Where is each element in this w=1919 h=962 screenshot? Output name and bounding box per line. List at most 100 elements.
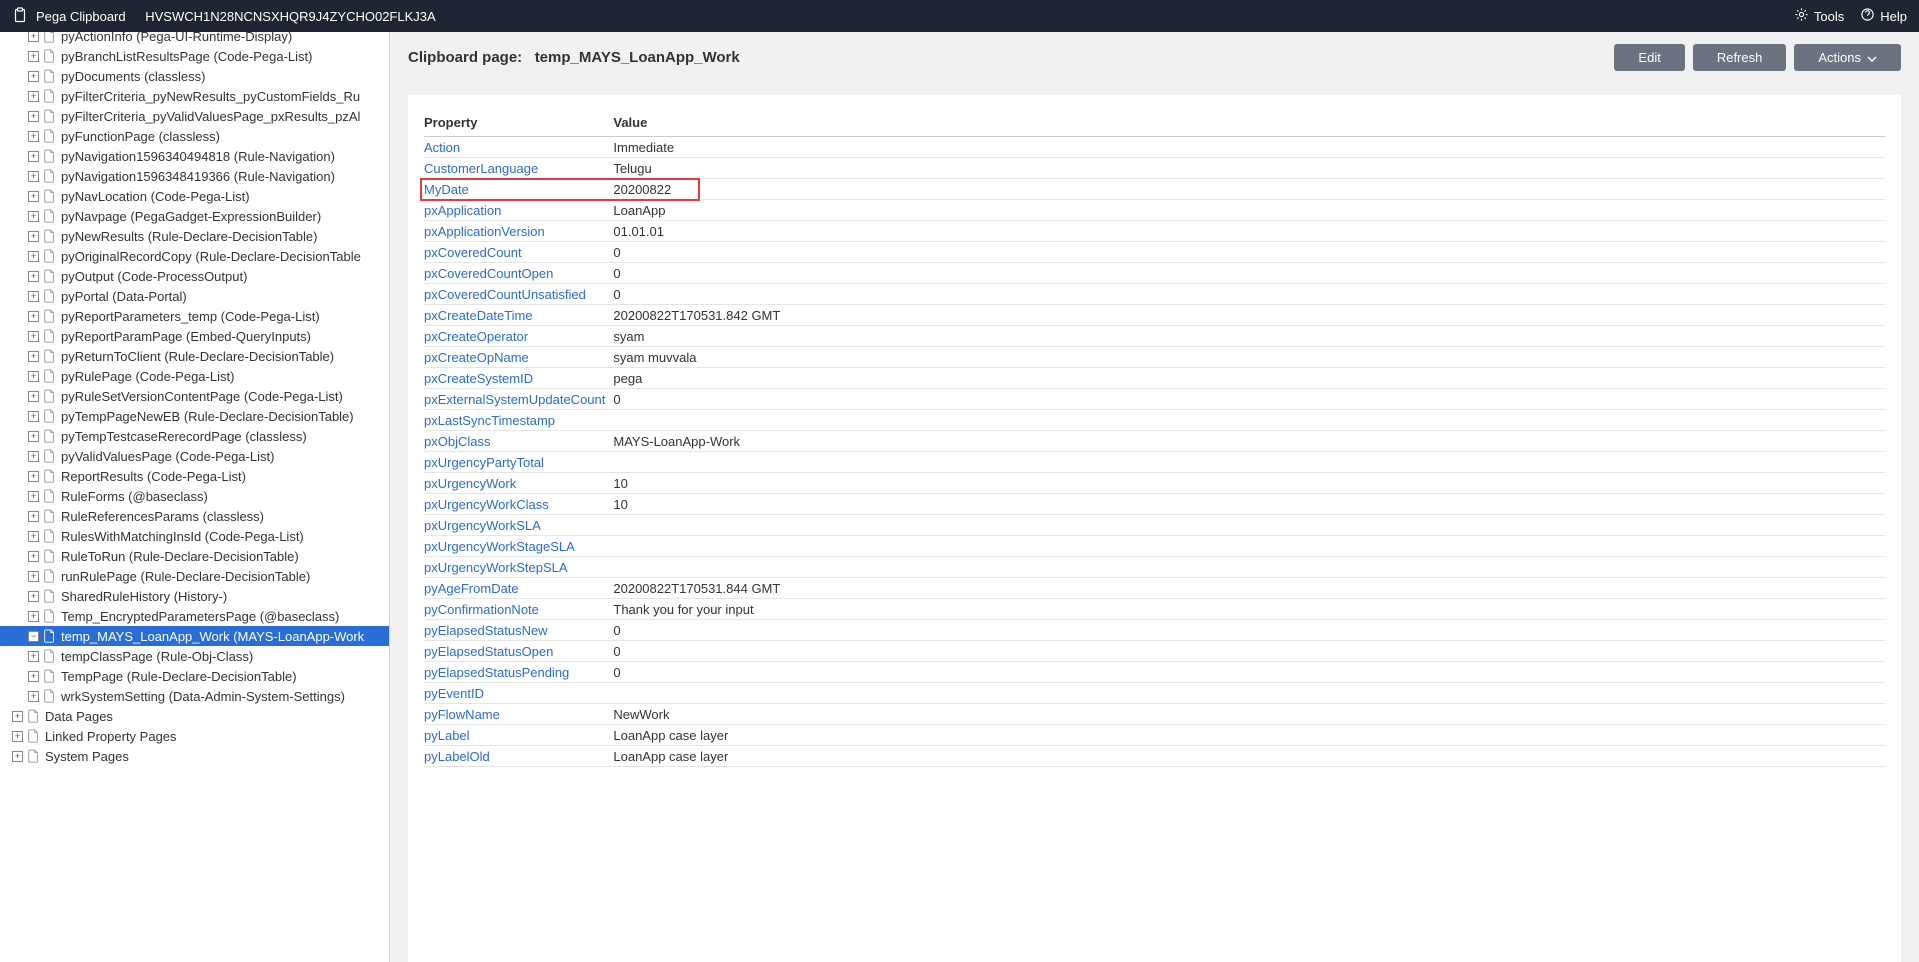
expand-icon[interactable]: +: [28, 691, 39, 702]
property-link[interactable]: pxUrgencyWorkClass: [424, 497, 549, 512]
tree-item[interactable]: +pyValidValuesPage (Code-Pega-List): [0, 446, 389, 466]
expand-icon[interactable]: +: [28, 91, 39, 102]
expand-icon[interactable]: +: [28, 111, 39, 122]
expand-icon[interactable]: +: [28, 171, 39, 182]
tree-item[interactable]: +RuleForms (@baseclass): [0, 486, 389, 506]
tree-item[interactable]: +pyTempPageNewEB (Rule-Declare-DecisionT…: [0, 406, 389, 426]
expand-icon[interactable]: +: [28, 151, 39, 162]
tree-item[interactable]: +pyActionInfo (Pega-UI-Runtime-Display): [0, 32, 389, 46]
expand-icon[interactable]: +: [28, 391, 39, 402]
tree-item[interactable]: +SharedRuleHistory (History-): [0, 586, 389, 606]
property-link[interactable]: pxExternalSystemUpdateCount: [424, 392, 605, 407]
expand-icon[interactable]: +: [28, 651, 39, 662]
property-link[interactable]: pxCoveredCountUnsatisfied: [424, 287, 586, 302]
expand-icon[interactable]: +: [28, 351, 39, 362]
expand-icon[interactable]: +: [28, 51, 39, 62]
property-link[interactable]: pxLastSyncTimestamp: [424, 413, 555, 428]
tree-item[interactable]: +pyDocuments (classless): [0, 66, 389, 86]
property-link[interactable]: pxCreateOpName: [424, 350, 529, 365]
tree-item[interactable]: +pyReportParameters_temp (Code-Pega-List…: [0, 306, 389, 326]
property-link[interactable]: pyElapsedStatusNew: [424, 623, 548, 638]
expand-icon[interactable]: +: [28, 451, 39, 462]
property-link[interactable]: CustomerLanguage: [424, 161, 538, 176]
tree-item[interactable]: +wrkSystemSetting (Data-Admin-System-Set…: [0, 686, 389, 706]
expand-icon[interactable]: +: [28, 531, 39, 542]
tree-item[interactable]: +pyReportParamPage (Embed-QueryInputs): [0, 326, 389, 346]
property-link[interactable]: pxCoveredCountOpen: [424, 266, 553, 281]
tree-item[interactable]: +ReportResults (Code-Pega-List): [0, 466, 389, 486]
tree-item[interactable]: +runRulePage (Rule-Declare-DecisionTable…: [0, 566, 389, 586]
expand-icon[interactable]: +: [28, 411, 39, 422]
expand-icon[interactable]: +: [28, 32, 39, 42]
expand-icon[interactable]: +: [28, 431, 39, 442]
expand-icon[interactable]: +: [12, 751, 23, 762]
expand-icon[interactable]: +: [28, 491, 39, 502]
tree-item[interactable]: +RulesWithMatchingInsId (Code-Pega-List): [0, 526, 389, 546]
property-link[interactable]: pyEventID: [424, 686, 484, 701]
expand-icon[interactable]: +: [28, 231, 39, 242]
tools-menu[interactable]: Tools: [1794, 7, 1844, 25]
tree-item[interactable]: +System Pages: [0, 746, 389, 766]
property-link[interactable]: Action: [424, 140, 460, 155]
expand-icon[interactable]: +: [28, 131, 39, 142]
property-link[interactable]: pxUrgencyWorkStepSLA: [424, 560, 568, 575]
expand-icon[interactable]: +: [28, 311, 39, 322]
expand-icon[interactable]: +: [28, 671, 39, 682]
property-link[interactable]: pxApplication: [424, 203, 501, 218]
property-link[interactable]: pxUrgencyWork: [424, 476, 516, 491]
property-link[interactable]: pyElapsedStatusPending: [424, 665, 569, 680]
tree-item[interactable]: +pyReturnToClient (Rule-Declare-Decision…: [0, 346, 389, 366]
property-link[interactable]: pyAgeFromDate: [424, 581, 519, 596]
expand-icon[interactable]: +: [28, 191, 39, 202]
tree-item[interactable]: +pyRuleSetVersionContentPage (Code-Pega-…: [0, 386, 389, 406]
tree-item[interactable]: +pyOutput (Code-ProcessOutput): [0, 266, 389, 286]
expand-icon[interactable]: +: [12, 731, 23, 742]
tree-item[interactable]: −temp_MAYS_LoanApp_Work (MAYS-LoanApp-Wo…: [0, 626, 389, 646]
property-link[interactable]: pxUrgencyWorkSLA: [424, 518, 541, 533]
tree-item[interactable]: +pyNavigation1596348419366 (Rule-Navigat…: [0, 166, 389, 186]
tree-item[interactable]: +pyRulePage (Code-Pega-List): [0, 366, 389, 386]
tree-item[interactable]: +Linked Property Pages: [0, 726, 389, 746]
tree-item[interactable]: +pyNavpage (PegaGadget-ExpressionBuilder…: [0, 206, 389, 226]
tree-item[interactable]: +pyFilterCriteria_pyValidValuesPage_pxRe…: [0, 106, 389, 126]
help-menu[interactable]: Help: [1860, 7, 1907, 25]
tree-item[interactable]: +pyFilterCriteria_pyNewResults_pyCustomF…: [0, 86, 389, 106]
property-link[interactable]: pyConfirmationNote: [424, 602, 539, 617]
expand-icon[interactable]: +: [28, 291, 39, 302]
property-link[interactable]: pyLabel: [424, 728, 470, 743]
expand-icon[interactable]: +: [28, 551, 39, 562]
tree-item[interactable]: +Temp_EncryptedParametersPage (@baseclas…: [0, 606, 389, 626]
tree-item[interactable]: +pyPortal (Data-Portal): [0, 286, 389, 306]
property-link[interactable]: MyDate: [424, 182, 469, 197]
tree-item[interactable]: +pyTempTestcaseRerecordPage (classless): [0, 426, 389, 446]
tree-item[interactable]: +pyNavigation1596340494818 (Rule-Navigat…: [0, 146, 389, 166]
expand-icon[interactable]: +: [28, 331, 39, 342]
property-link[interactable]: pxUrgencyWorkStageSLA: [424, 539, 575, 554]
expand-icon[interactable]: −: [28, 631, 39, 642]
tree-item[interactable]: +TempPage (Rule-Declare-DecisionTable): [0, 666, 389, 686]
tree-item[interactable]: +pyBranchListResultsPage (Code-Pega-List…: [0, 46, 389, 66]
expand-icon[interactable]: +: [28, 611, 39, 622]
tree-item[interactable]: +Data Pages: [0, 706, 389, 726]
tree-item[interactable]: +pyNavLocation (Code-Pega-List): [0, 186, 389, 206]
expand-icon[interactable]: +: [28, 591, 39, 602]
tree-item[interactable]: +pyFunctionPage (classless): [0, 126, 389, 146]
property-link[interactable]: pyFlowName: [424, 707, 500, 722]
tree-item[interactable]: +pyNewResults (Rule-Declare-DecisionTabl…: [0, 226, 389, 246]
property-link[interactable]: pxCreateDateTime: [424, 308, 533, 323]
property-link[interactable]: pyLabelOld: [424, 749, 490, 764]
expand-icon[interactable]: +: [28, 71, 39, 82]
expand-icon[interactable]: +: [28, 511, 39, 522]
tree-item[interactable]: +tempClassPage (Rule-Obj-Class): [0, 646, 389, 666]
property-link[interactable]: pxCreateOperator: [424, 329, 528, 344]
actions-button[interactable]: Actions: [1794, 44, 1901, 71]
tree-item[interactable]: +RuleReferencesParams (classless): [0, 506, 389, 526]
expand-icon[interactable]: +: [12, 711, 23, 722]
property-link[interactable]: pxObjClass: [424, 434, 490, 449]
property-link[interactable]: pxCoveredCount: [424, 245, 522, 260]
refresh-button[interactable]: Refresh: [1693, 44, 1787, 71]
expand-icon[interactable]: +: [28, 571, 39, 582]
tree-item[interactable]: +pyOriginalRecordCopy (Rule-Declare-Deci…: [0, 246, 389, 266]
sidebar-tree[interactable]: +pyActionInfo (Pega-UI-Runtime-Display)+…: [0, 32, 390, 962]
property-link[interactable]: pyElapsedStatusOpen: [424, 644, 553, 659]
